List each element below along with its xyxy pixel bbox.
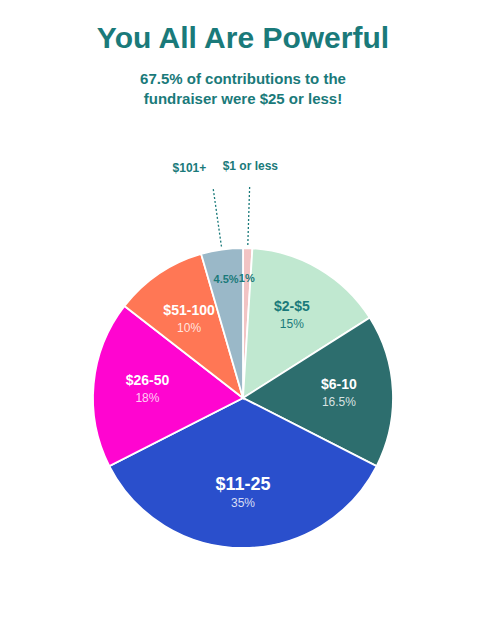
category-label: $2-$5 xyxy=(274,298,310,314)
subtitle: 67.5% of contributions to thefundraiser … xyxy=(140,70,346,107)
data-label: 18% xyxy=(135,391,159,405)
chart: You All Are Powerful 67.5% of contributio… xyxy=(0,0,486,640)
data-label: 10% xyxy=(177,321,201,335)
data-label: 4.5% xyxy=(214,273,239,285)
data-label: 16.5% xyxy=(322,395,356,409)
labels: 1% $1 or less $2-$5 15% $6-10 16.5% $11-25 35% $… xyxy=(126,159,357,510)
leader-line xyxy=(213,187,221,246)
leader-line xyxy=(248,185,250,245)
category-label: $101+ xyxy=(173,161,207,175)
data-label: 35% xyxy=(231,496,255,510)
slices xyxy=(93,248,393,548)
category-label: $1 or less xyxy=(223,159,279,173)
category-label: $11-25 xyxy=(215,474,270,494)
category-label: $6-10 xyxy=(321,376,357,392)
data-label: 1% xyxy=(239,272,255,284)
title: You All Are Powerful xyxy=(97,21,389,54)
category-label: $26-50 xyxy=(126,372,170,388)
pie xyxy=(93,248,393,548)
category-label: $51-100 xyxy=(163,302,215,318)
data-label: 15% xyxy=(280,317,304,331)
background xyxy=(0,0,486,640)
slice xyxy=(201,248,243,398)
